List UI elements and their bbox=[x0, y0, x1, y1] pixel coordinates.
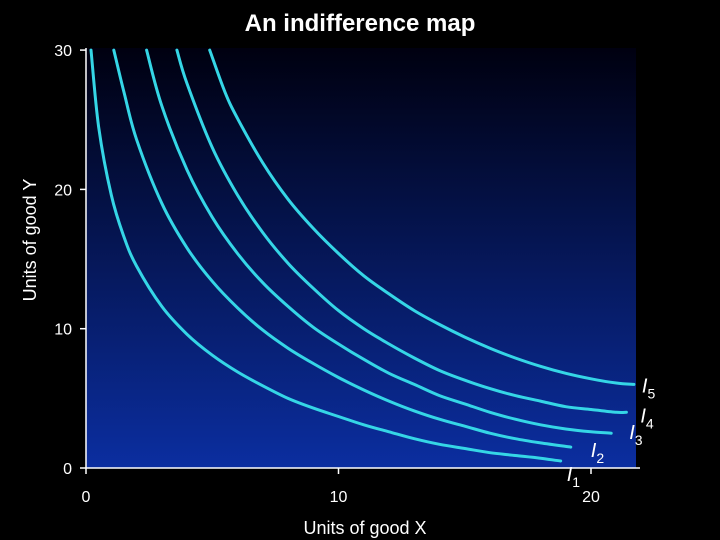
axes: 0 10 20 30 0 10 20 bbox=[54, 43, 640, 506]
plot-area bbox=[86, 48, 636, 468]
curve-label-i4: I4 bbox=[640, 405, 654, 431]
curve-i4 bbox=[175, 48, 628, 414]
chart-title: An indifference map bbox=[245, 10, 476, 37]
y-tick-label: 10 bbox=[54, 322, 72, 339]
y-tick-label: 20 bbox=[54, 182, 72, 199]
x-tick-label: 20 bbox=[582, 489, 600, 506]
curve-i5 bbox=[208, 48, 636, 386]
curve-i2 bbox=[112, 48, 573, 449]
y-tick-label: 30 bbox=[54, 43, 72, 60]
curve-label-i5: I5 bbox=[642, 375, 656, 401]
y-axis-title: Units of good Y bbox=[20, 179, 40, 302]
curve-i1 bbox=[89, 48, 563, 463]
x-tick-label: 0 bbox=[82, 489, 91, 506]
indifference-curves bbox=[89, 48, 636, 463]
curve-i3 bbox=[145, 48, 613, 435]
x-axis-title: Units of good X bbox=[303, 518, 426, 538]
curve-label-i3: I3 bbox=[629, 422, 643, 448]
y-tick-label: 0 bbox=[63, 461, 72, 478]
curve-label-i1: I1 bbox=[567, 464, 581, 490]
curve-label-i2: I2 bbox=[591, 440, 605, 466]
x-tick-label: 10 bbox=[330, 489, 348, 506]
